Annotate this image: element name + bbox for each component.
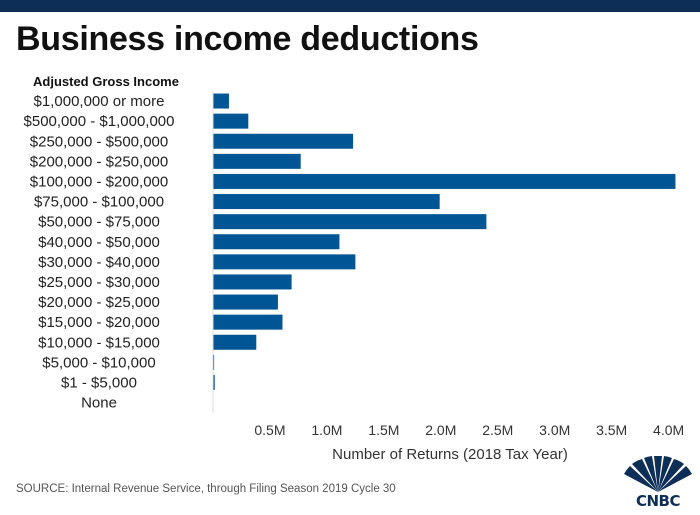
bar xyxy=(213,274,292,290)
bars xyxy=(212,91,676,413)
category-label: $40,000 - $50,000 xyxy=(38,234,160,251)
logo-text: CNBC xyxy=(635,492,681,510)
category-labels: $1,000,000 or more $500,000 - $1,000,000 $… xyxy=(24,93,175,412)
category-label: $10,000 - $15,000 xyxy=(38,334,160,351)
x-tick-label: 1.5M xyxy=(368,422,399,438)
category-label: $5,000 - $10,000 xyxy=(42,354,155,371)
bar xyxy=(213,93,229,109)
bar xyxy=(213,294,278,310)
x-tick-label: 4.0M xyxy=(653,422,684,438)
bar xyxy=(213,374,215,390)
x-axis-title: Number of Returns (2018 Tax Year) xyxy=(332,446,568,463)
x-tick-label: 0.5M xyxy=(254,422,285,438)
x-tick-label: 3.5M xyxy=(596,422,627,438)
category-label: $50,000 - $75,000 xyxy=(38,214,160,231)
cnbc-logo: CNBC xyxy=(622,455,694,510)
x-tick-label: 1.0M xyxy=(311,422,342,438)
bar xyxy=(213,113,249,129)
bar xyxy=(213,354,215,370)
x-tick-label: 2.0M xyxy=(425,422,456,438)
bar xyxy=(213,214,487,230)
x-tick-label: 2.5M xyxy=(482,422,513,438)
bar xyxy=(213,133,354,149)
category-label: $1,000,000 or more xyxy=(34,93,165,110)
bar xyxy=(213,194,440,210)
category-label: $20,000 - $25,000 xyxy=(38,294,160,311)
category-label: None xyxy=(81,395,117,412)
bar xyxy=(213,173,676,189)
category-label: $500,000 - $1,000,000 xyxy=(24,113,175,130)
category-label: $1 - $5,000 xyxy=(61,374,137,391)
chart-title: Business income deductions xyxy=(16,20,479,58)
bar xyxy=(213,254,356,270)
category-label: $25,000 - $30,000 xyxy=(38,274,160,291)
category-label: $100,000 - $200,000 xyxy=(30,173,168,190)
top-banner xyxy=(0,0,700,12)
category-label: $15,000 - $20,000 xyxy=(38,314,160,331)
category-label: $30,000 - $40,000 xyxy=(38,254,160,271)
bar xyxy=(213,234,340,250)
y-axis-title-group: Adjusted Gross Income xyxy=(33,74,179,89)
bar-chart: Adjusted Gross Income $1,000,000 or more… xyxy=(24,74,685,463)
category-label: $75,000 - $100,000 xyxy=(34,194,164,211)
x-tick-labels: 0.5M 1.0M 1.5M 2.0M 2.5M 3.0M 3.5M 4.0M xyxy=(254,422,684,438)
x-tick-label: 3.0M xyxy=(539,422,570,438)
peacock-icon xyxy=(624,455,692,492)
bar xyxy=(213,334,257,350)
source-note: SOURCE: Internal Revenue Service, throug… xyxy=(16,483,396,495)
category-label: $200,000 - $250,000 xyxy=(30,153,168,170)
y-axis-title: Adjusted Gross Income xyxy=(33,74,179,89)
bar xyxy=(213,153,301,169)
bar xyxy=(213,314,283,330)
category-label: $250,000 - $500,000 xyxy=(30,133,168,150)
